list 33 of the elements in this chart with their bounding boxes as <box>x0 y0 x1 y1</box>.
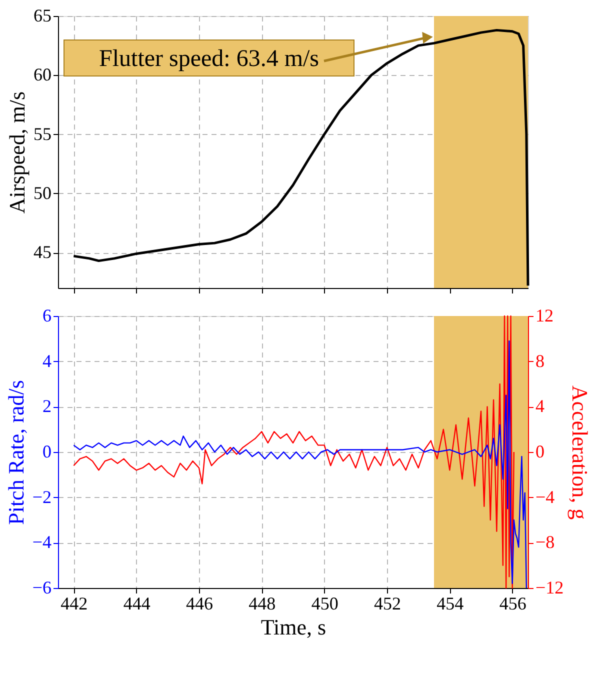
y-tick-label: 6 <box>42 306 52 326</box>
y2-tick-label: −12 <box>536 578 564 598</box>
y-tick-label: −2 <box>32 486 52 507</box>
x-tick-label: 448 <box>248 594 276 614</box>
y2-tick-label: 4 <box>536 396 544 416</box>
x-tick-label: 450 <box>311 594 338 614</box>
y2-tick-label: 8 <box>536 350 544 371</box>
y-tick-label: 55 <box>34 124 52 144</box>
y2-tick-label: 0 <box>536 442 544 462</box>
y-tick-label: 50 <box>34 182 52 203</box>
line-series <box>72 28 530 287</box>
y-tick-label: 45 <box>34 242 52 262</box>
y-tick-label: 2 <box>42 396 52 416</box>
annotation: Flutter speed: 63.4 m/s <box>99 46 319 72</box>
x-tick-label: 456 <box>499 594 526 614</box>
y2-tick-label: −4 <box>536 486 555 507</box>
y-tick-label: 60 <box>34 64 52 85</box>
y-tick-label: 4 <box>42 350 52 371</box>
x-tick-label: 454 <box>436 594 464 614</box>
y-tick-label: −4 <box>32 532 52 552</box>
y-tick-label: −6 <box>32 578 52 598</box>
y2-axis-title: Acceleration, g <box>568 385 593 520</box>
y-tick-label: 0 <box>42 442 52 462</box>
x-tick-label: 442 <box>60 594 88 614</box>
y-axis-title: Pitch Rate, rad/s <box>3 380 28 525</box>
x-tick-label: 452 <box>374 594 401 614</box>
y-tick-label: 65 <box>34 6 52 26</box>
x-axis-title: Time, s <box>260 614 326 640</box>
y2-tick-label: −8 <box>536 532 555 552</box>
y2-tick-label: 12 <box>536 306 554 326</box>
x-tick-label: 446 <box>186 594 213 614</box>
x-tick-label: 444 <box>123 594 150 614</box>
y-axis-title: Airspeed, m/s <box>4 91 30 214</box>
